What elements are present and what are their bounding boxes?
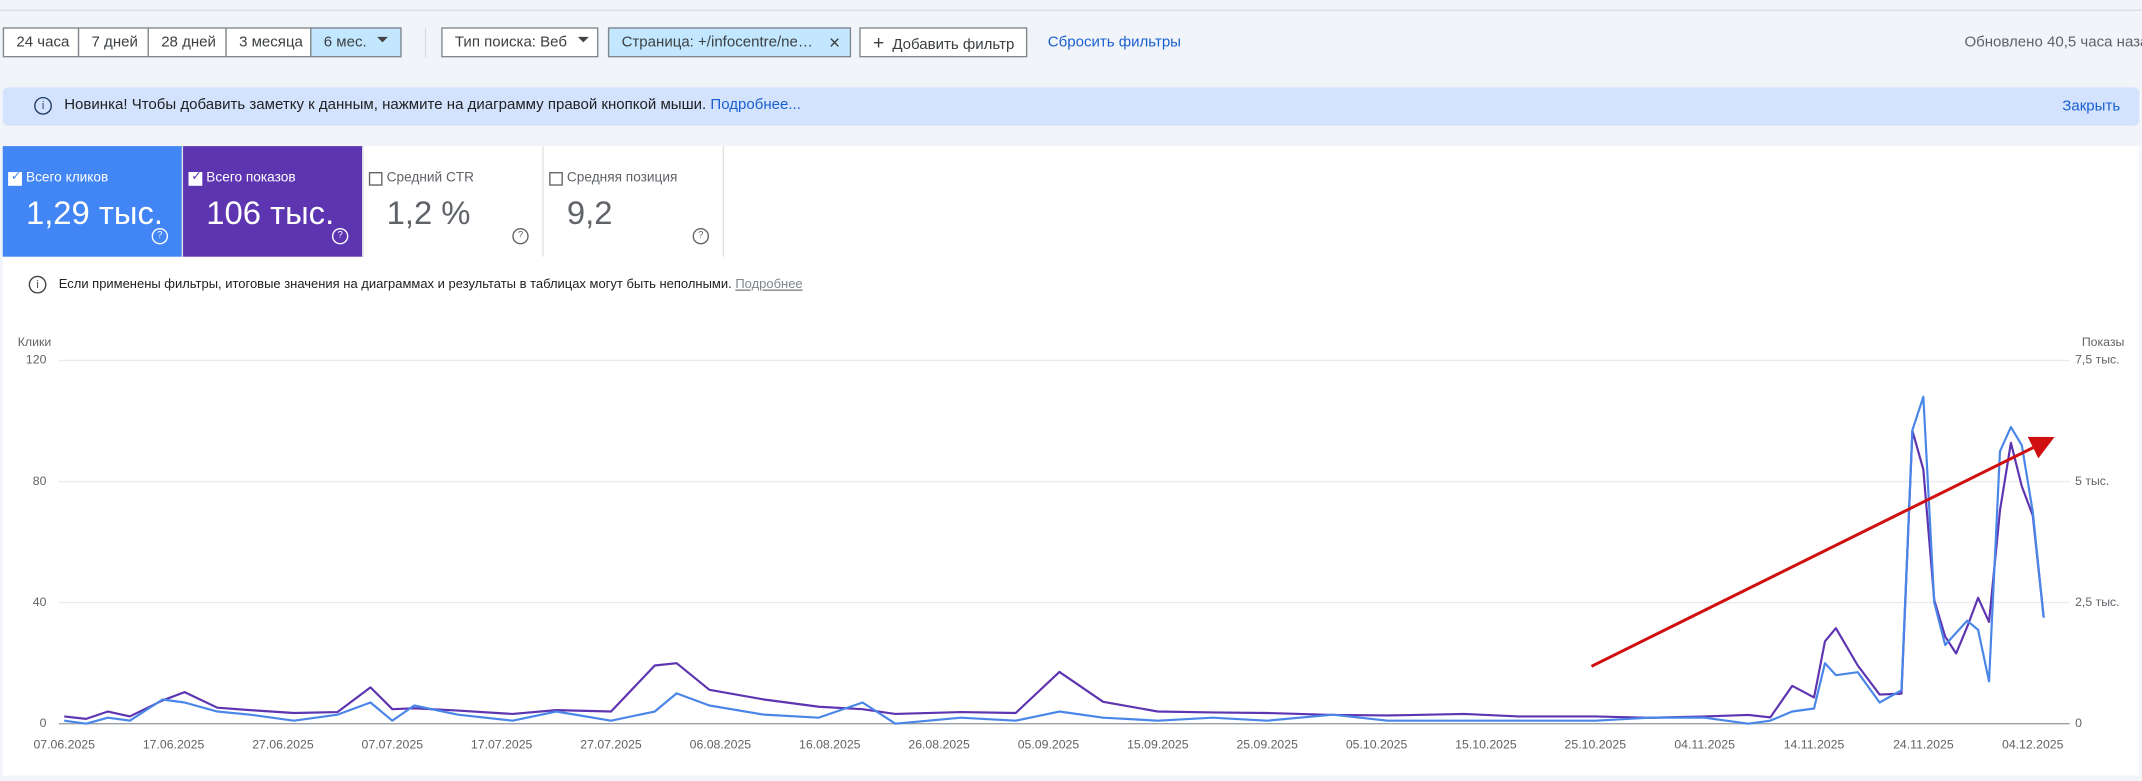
updated: Обновлено 40,5 часа назад [1964, 34, 2142, 51]
x-tick-label: 04.12.2025 [2002, 738, 2064, 752]
y2-tick-label: 0 [2075, 716, 2082, 730]
y2-axis-title: Показы [2082, 335, 2124, 349]
x-tick-label: 07.07.2025 [362, 738, 424, 752]
metric-label: Всего кликов ✓ [8, 169, 108, 186]
x-tick-label: 27.07.2025 [580, 738, 642, 752]
help-icon[interactable]: ? [151, 228, 169, 245]
metric-card[interactable]: Всего кликов ✓ 1,29 тыс.? [2, 146, 184, 257]
remove-filter[interactable]: × [828, 31, 841, 54]
notice-link[interactable]: Подробнее [735, 277, 803, 293]
banner-link[interactable]: Подробнее... [710, 96, 801, 114]
x-tick-label: 14.11.2025 [1784, 738, 1845, 752]
metric-card[interactable]: Всего показов ✓ 106 тыс.? [183, 146, 364, 257]
range-button[interactable]: 6 мес. [310, 27, 402, 58]
help-icon[interactable]: ? [692, 228, 710, 245]
notice-text: Если применены фильтры, итоговые значени… [58, 277, 732, 293]
x-tick-label: 06.08.2025 [690, 738, 752, 752]
x-tick-label: 17.06.2025 [143, 738, 205, 752]
x-tick-label: 15.10.2025 [1455, 738, 1517, 752]
metric-value: 9,2 [566, 195, 613, 233]
y-tick-label: 0 [40, 716, 47, 730]
x-tick-label: 05.10.2025 [1346, 738, 1408, 752]
checkmark: ✓ [10, 169, 22, 183]
help-icon[interactable]: ? [331, 228, 349, 245]
close-banner[interactable]: Закрыть [2062, 98, 2121, 115]
x-tick-label: 27.06.2025 [252, 738, 314, 752]
x-tick-label: 25.09.2025 [1236, 738, 1298, 752]
metric-label: Средняя позиция [549, 171, 677, 186]
separator [424, 27, 427, 58]
checkbox [549, 172, 563, 186]
reset-filters[interactable]: Сбросить фильтры [1047, 34, 1181, 51]
x-tick-label: 07.06.2025 [33, 738, 95, 752]
add-filter[interactable]: + Добавить фильтр [859, 27, 1028, 58]
series-line [64, 395, 2045, 725]
add-filter-text: Добавить фильтр [892, 36, 1015, 54]
x-tick-label: 04.11.2025 [1674, 738, 1735, 752]
notice-icon: i [28, 275, 47, 294]
x-tick-label: 15.09.2025 [1127, 738, 1189, 752]
metric-label: Средний CTR [368, 171, 474, 186]
y-tick-label: 40 [33, 595, 47, 609]
annotation-arrow [1590, 436, 2055, 668]
checkbox [368, 172, 383, 186]
help-icon[interactable]: ? [512, 228, 529, 245]
x-tick-label: 05.09.2025 [1018, 738, 1080, 752]
notice: Если применены фильтры, итоговые значени… [59, 277, 803, 292]
page-filter-text: Страница: +/infocentre/ne… [621, 34, 813, 51]
checkbox: ✓ [188, 169, 203, 186]
y-tick-label: 80 [33, 474, 47, 488]
banner-message: Новинка! Чтобы добавить заметку к данным… [64, 96, 707, 114]
banner: i Новинка! Чтобы добавить заметку к данн… [2, 87, 2140, 126]
metric-value: 1,2 % [386, 195, 471, 233]
metric-label: Всего показов ✓ [188, 169, 296, 186]
info-icon: i [34, 96, 52, 115]
metric-card[interactable]: Средний CTR 1,2 %? [363, 146, 544, 257]
y-tick-label: 120 [26, 353, 47, 367]
series-line [64, 429, 2045, 720]
x-tick-label: 25.10.2025 [1565, 738, 1627, 752]
x-tick-label: 16.08.2025 [799, 738, 861, 752]
x-tick-label: 17.07.2025 [471, 738, 533, 752]
banner-text: Новинка! Чтобы добавить заметку к данным… [64, 97, 801, 113]
checkbox: ✓ [8, 169, 22, 186]
x-tick-label: 24.11.2025 [1893, 738, 1954, 752]
metric-value: 106 тыс. [206, 195, 335, 233]
range-button[interactable]: 24 часа [2, 27, 80, 58]
y-axis-title: Клики [18, 335, 52, 349]
page-filter[interactable]: Страница: +/infocentre/ne… × [607, 27, 852, 58]
search-type[interactable]: Тип поиска: Веб [441, 27, 599, 58]
y2-tick-label: 2,5 тыс. [2075, 595, 2120, 609]
range-button[interactable]: 7 дней [77, 27, 149, 58]
divider [0, 9, 2142, 11]
metric-value: 1,29 тыс. [25, 195, 163, 233]
metric-card[interactable]: Средняя позиция 9,2? [543, 146, 725, 257]
checkmark: ✓ [191, 169, 202, 183]
y2-tick-label: 5 тыс. [2075, 474, 2109, 488]
range-button[interactable]: 28 дней [147, 27, 227, 58]
y2-tick-label: 7,5 тыс. [2075, 353, 2120, 367]
x-tick-label: 26.08.2025 [908, 738, 970, 752]
